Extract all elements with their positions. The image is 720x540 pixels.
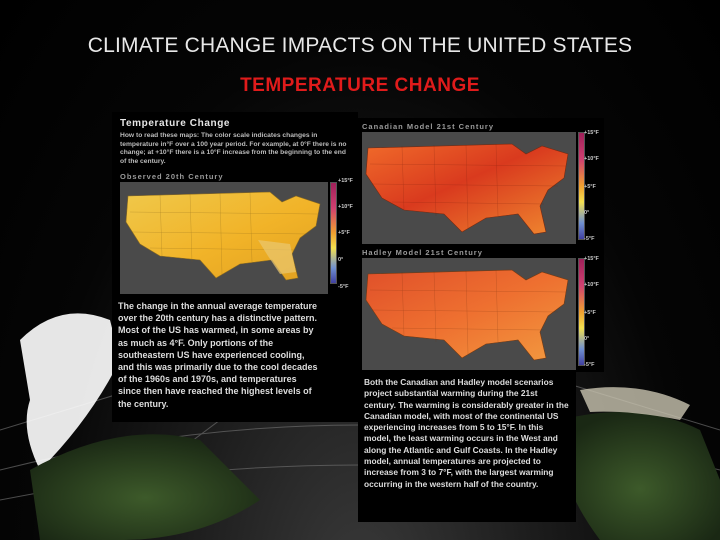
scale-tick: +15°F [584, 256, 599, 262]
canadian-model-map [362, 132, 576, 244]
scale-tick: 0° [584, 336, 590, 342]
observed-panel: Temperature Change How to read these map… [112, 112, 358, 422]
scale-tick: +5°F [584, 310, 596, 316]
canadian-color-scale [578, 132, 585, 240]
model-description: Both the Canadian and Hadley model scena… [364, 377, 569, 489]
scale-tick: +10°F [584, 282, 599, 288]
scale-tick: +15°F [338, 178, 353, 184]
scale-tick: -5°F [584, 362, 595, 368]
scale-tick: +15°F [584, 130, 599, 136]
slide-subtitle: TEMPERATURE CHANGE [240, 75, 480, 96]
scale-tick: -5°F [584, 236, 595, 242]
hadley-color-scale [578, 258, 585, 366]
canadian-map-label: Canadian Model 21st Century [362, 122, 495, 131]
model-description-box: Both the Canadian and Hadley model scena… [358, 372, 576, 522]
hadley-model-map [362, 258, 576, 370]
scale-tick: -5°F [338, 284, 349, 290]
observed-description: The change in the annual average tempera… [118, 301, 318, 409]
scale-tick: +10°F [584, 156, 599, 162]
scale-tick: +10°F [338, 204, 353, 210]
observed-map-label: Observed 20th Century [120, 172, 224, 181]
scale-tick: +5°F [584, 184, 596, 190]
model-panel: Canadian Model 21st Century +15°F +10°F … [358, 118, 604, 372]
map-reading-instructions: How to read these maps: The color scale … [120, 132, 347, 165]
hadley-map-label: Hadley Model 21st Century [362, 248, 483, 257]
scale-tick: +5°F [338, 230, 350, 236]
slide-title: CLIMATE CHANGE IMPACTS ON THE UNITED STA… [87, 34, 633, 57]
observed-temperature-map [120, 182, 328, 294]
observed-color-scale [330, 182, 337, 284]
panel-heading: Temperature Change [120, 118, 231, 129]
scale-tick: 0° [338, 257, 344, 263]
scale-tick: 0° [584, 210, 590, 216]
